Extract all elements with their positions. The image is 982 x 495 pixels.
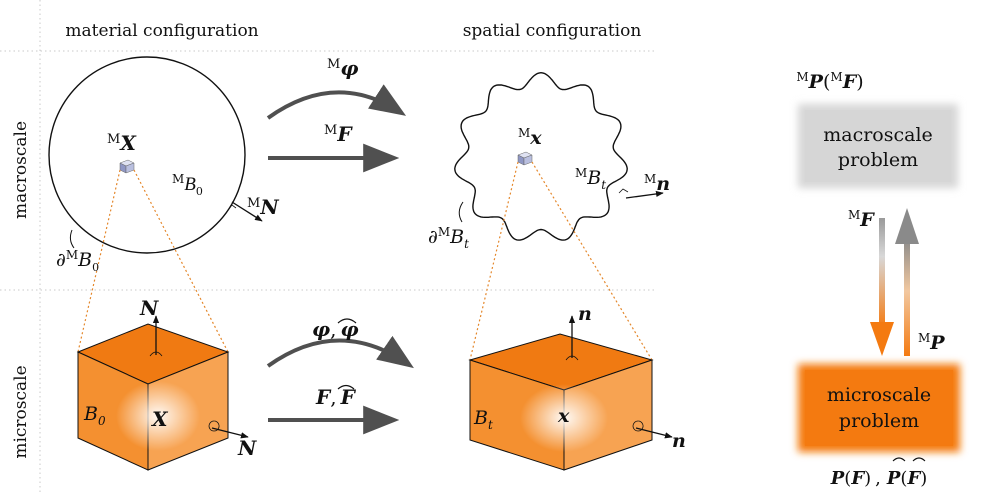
hat-bottom-F bbox=[912, 457, 926, 462]
label-macro-X: MX bbox=[107, 131, 137, 155]
macro-body-circle bbox=[48, 56, 246, 254]
micro-problem-line2: problem bbox=[839, 410, 919, 432]
header-material: material configuration bbox=[65, 21, 258, 41]
label-macro-F: MF bbox=[324, 122, 353, 146]
label-macro-B0: MB0 bbox=[172, 172, 203, 198]
macro-problem-box bbox=[805, 110, 951, 182]
label-micro-N-side: N bbox=[237, 436, 257, 460]
grid-lines bbox=[0, 0, 655, 495]
label-side-down: MF bbox=[848, 208, 875, 231]
hat-bottom-P bbox=[892, 457, 906, 462]
row-label-macro: macroscale bbox=[11, 121, 31, 219]
label-micro-B0: B0 bbox=[83, 403, 106, 428]
arrow-micro-phi bbox=[266, 335, 414, 369]
macro-problem-line1: macroscale bbox=[823, 124, 933, 146]
label-side-up: MP bbox=[918, 331, 945, 354]
label-micro-X: X bbox=[150, 407, 169, 431]
label-micro-Bt: Bt bbox=[473, 407, 493, 432]
micro-problem-line1: microscale bbox=[827, 384, 931, 406]
micro-problem-box bbox=[805, 370, 953, 446]
header-spatial: spatial configuration bbox=[463, 21, 642, 41]
leader-macro-dB0 bbox=[69, 229, 75, 249]
right-angle-micro-n-side bbox=[632, 420, 644, 432]
label-side-bottom: P(F), P(F) bbox=[830, 468, 928, 489]
micro-material-cube bbox=[76, 323, 230, 471]
label-macro-dB0: ∂MB0 bbox=[56, 248, 99, 274]
right-angle-macro-n bbox=[618, 188, 629, 194]
arrow-down-head bbox=[870, 322, 894, 356]
label-micro-N-top: N bbox=[139, 296, 159, 320]
macro-problem-line2: problem bbox=[838, 149, 918, 171]
label-macro-dBt: ∂MBt bbox=[428, 225, 469, 251]
arrow-macro-phi bbox=[266, 84, 407, 120]
label-micro-F: F, F bbox=[315, 385, 357, 409]
leader-macro-dBt bbox=[458, 201, 464, 223]
micro-spatial-cube bbox=[468, 333, 654, 471]
macro-material-point bbox=[119, 159, 135, 174]
label-micro-x: x bbox=[557, 405, 570, 427]
row-label-micro: microscale bbox=[11, 365, 31, 458]
arrow-down-shaft bbox=[879, 218, 885, 328]
macro-spatial-body bbox=[454, 71, 628, 241]
macro-to-micro-lines-spatial bbox=[469, 161, 653, 361]
right-angle-micro-n-top bbox=[565, 355, 579, 361]
right-angle-micro-N-top bbox=[149, 351, 163, 357]
label-side-top: MP(MF) bbox=[796, 70, 863, 93]
arrow-up-head bbox=[895, 208, 919, 244]
label-micro-n-top: n bbox=[578, 303, 592, 325]
right-angle-macro-N bbox=[227, 204, 237, 211]
right-angle-micro-N-side bbox=[208, 420, 220, 432]
label-macro-n: Mn bbox=[644, 172, 670, 195]
macro-to-micro-lines-material bbox=[77, 169, 229, 353]
label-micro-n-side: n bbox=[672, 430, 686, 452]
label-macro-N: MN bbox=[247, 195, 279, 219]
label-macro-x: Mx bbox=[518, 126, 542, 149]
macro-spatial-point bbox=[517, 151, 533, 166]
hat-micro-phi bbox=[337, 318, 357, 324]
label-micro-phi: φ, φ bbox=[312, 317, 359, 341]
label-macro-Bt: MBt bbox=[575, 166, 606, 192]
hat-micro-F bbox=[337, 384, 355, 390]
label-macro-phi: Mφ bbox=[327, 56, 358, 80]
arrow-macro-N bbox=[231, 201, 263, 222]
arrow-macro-n bbox=[625, 190, 664, 199]
arrow-up-shaft bbox=[904, 238, 910, 356]
